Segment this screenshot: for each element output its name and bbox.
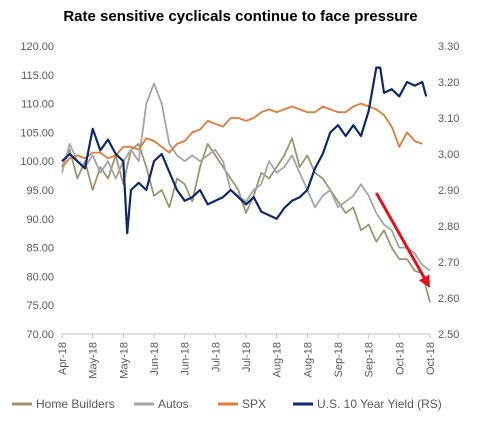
- y-right-tick-label: 3.10: [438, 113, 459, 125]
- series-line-home-builders: [61, 137, 431, 303]
- y-left-tick-label: 115.00: [21, 70, 54, 82]
- chart-title: Rate sensitive cyclicals continue to fac…: [63, 8, 418, 25]
- y-left-tick-label: 105.00: [20, 127, 54, 139]
- y-right-tick-label: 2.70: [438, 257, 459, 269]
- y-right-tick-label: 3.30: [438, 41, 459, 53]
- arrow-head: [418, 274, 430, 288]
- y-right-tick-label: 3.20: [438, 77, 459, 89]
- y-left-tick-label: 85.00: [26, 243, 54, 255]
- series-line-u-s-10-year-yield-rs: [61, 66, 428, 235]
- y-left-tick-label: 110.00: [21, 99, 54, 111]
- x-tick-label: Jun-18: [149, 342, 161, 376]
- x-tick-label: Oct-18: [394, 342, 406, 375]
- x-tick-label: May-18: [118, 342, 130, 379]
- y-left-tick-label: 95.00: [26, 185, 54, 197]
- legend-label-autos: Autos: [158, 397, 189, 411]
- y-left-tick-label: 90.00: [26, 214, 54, 226]
- legend-label-u-s-10-year-yield-rs: U.S. 10 Year Yield (RS): [317, 397, 442, 411]
- x-tick-label: Oct-18: [425, 342, 437, 375]
- y-right-tick-label: 3.00: [438, 149, 459, 161]
- arrow-shaft: [375, 192, 426, 279]
- y-right-tick-label: 2.80: [438, 221, 459, 233]
- x-tick-label: Sep-18: [333, 342, 345, 377]
- y-left-tick-label: 75.00: [26, 300, 54, 312]
- series-line-autos: [61, 82, 431, 272]
- x-tick-label: Aug-18: [272, 342, 284, 377]
- series-line-spx: [61, 102, 423, 168]
- y-left-tick-label: 100.00: [20, 156, 54, 168]
- x-tick-label: Apr-18: [57, 342, 69, 375]
- y-right-tick-label: 2.60: [438, 293, 459, 305]
- legend-label-home-builders: Home Builders: [36, 397, 115, 411]
- x-tick-label: Jun-18: [180, 342, 192, 376]
- y-right-tick-label: 2.50: [438, 329, 459, 341]
- x-tick-label: Jul-18: [210, 342, 222, 372]
- x-tick-label: Aug-18: [302, 342, 314, 377]
- y-left-tick-label: 120.00: [20, 41, 54, 53]
- legend-label-spx: SPX: [242, 397, 266, 411]
- y-left-tick-label: 80.00: [26, 271, 54, 283]
- x-tick-label: Sep-18: [364, 342, 376, 377]
- y-left-tick-label: 70.00: [26, 329, 54, 341]
- y-right-tick-label: 2.90: [438, 185, 459, 197]
- x-tick-label: Jul-18: [241, 342, 253, 372]
- x-tick-label: May-18: [88, 342, 100, 379]
